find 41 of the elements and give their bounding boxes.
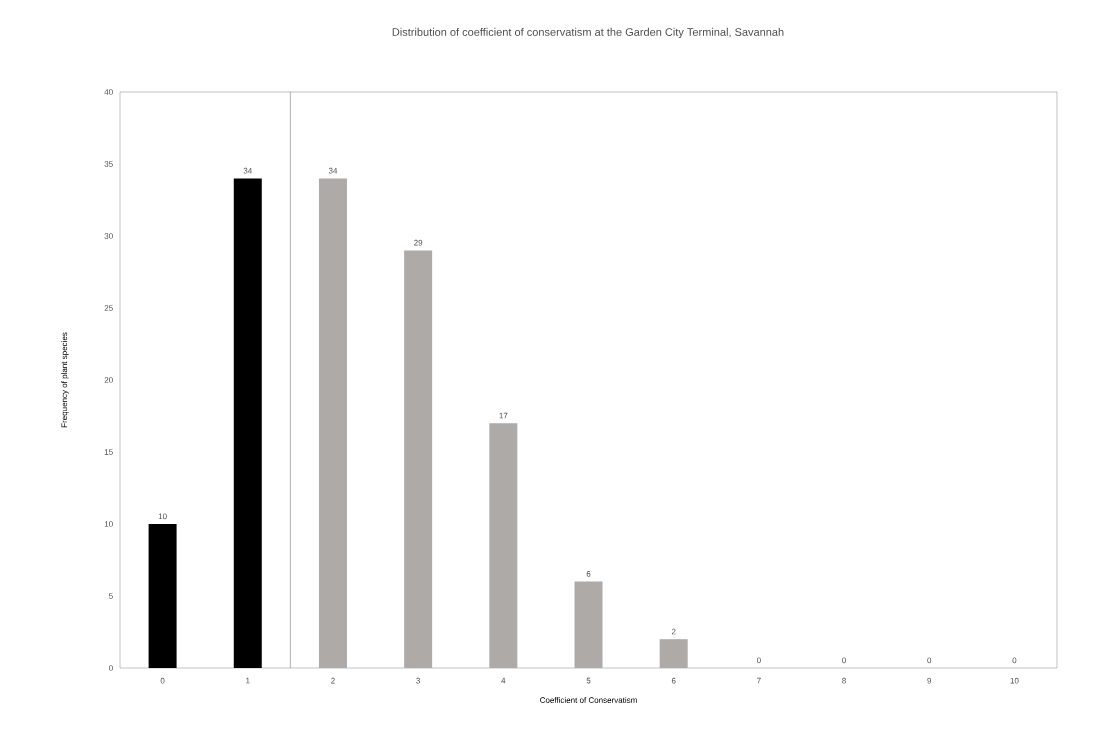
y-tick-label: 20: [104, 377, 113, 383]
data-label: 10: [158, 513, 167, 520]
data-label: 6: [586, 571, 591, 577]
y-tick-label: 10: [104, 521, 113, 527]
x-tick-label: 10: [1010, 677, 1019, 684]
bar: [148, 524, 177, 668]
x-tick-label: 7: [757, 677, 761, 684]
data-label: 2: [671, 628, 676, 635]
data-label: 34: [243, 167, 252, 174]
bar: [659, 639, 688, 668]
x-tick-label: 1: [246, 677, 250, 684]
data-label: 0: [842, 657, 846, 664]
y-axis-title: Frequency of plant species: [61, 332, 69, 428]
x-tick-label: 5: [586, 677, 591, 684]
data-label: 29: [414, 239, 423, 246]
x-axis-title: Coefficient of Conservatism: [540, 697, 637, 703]
data-label: 17: [499, 412, 508, 419]
data-label: 0: [756, 657, 761, 664]
data-label: 34: [328, 167, 338, 174]
bar: [574, 581, 603, 668]
y-tick-label: 25: [104, 305, 113, 311]
x-tick-label: 8: [842, 677, 846, 684]
y-tick-label: 0: [109, 665, 113, 671]
x-tick-label: 6: [671, 677, 676, 684]
x-tick-label: 2: [331, 677, 335, 684]
x-tick-label: 3: [416, 677, 421, 684]
y-tick-label: 15: [104, 449, 113, 455]
y-tick-label: 30: [104, 233, 113, 239]
y-tick-label: 40: [104, 89, 113, 95]
bar: [318, 178, 347, 668]
data-label: 0: [927, 657, 932, 664]
bar: [489, 423, 518, 668]
bar: [404, 250, 433, 668]
y-tick-label: 5: [109, 593, 113, 599]
bar: [233, 178, 262, 668]
x-tick-label: 9: [927, 677, 932, 684]
chart-title: Distribution of coefficient of conservatism at the Garden City Terminal, Savannah: [392, 27, 784, 39]
x-tick-label: 0: [160, 677, 165, 684]
x-tick-label: 4: [501, 677, 506, 684]
data-label: 0: [1012, 657, 1017, 664]
y-tick-label: 35: [104, 161, 113, 167]
